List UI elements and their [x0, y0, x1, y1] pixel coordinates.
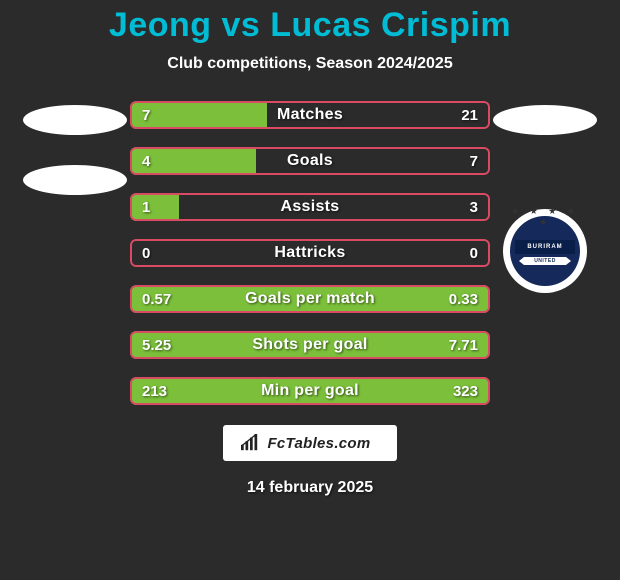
site-logo: FcTables.com: [223, 425, 396, 461]
stat-value-right: 7: [470, 153, 478, 170]
stat-row: 0.57 0.33 Goals per match: [130, 285, 490, 313]
site-logo-text: FcTables.com: [267, 435, 370, 452]
stat-value-left: 4: [142, 153, 150, 170]
left-badge-2: [23, 165, 127, 195]
club-name-top: BURIRAM: [515, 240, 575, 254]
stat-value-left: 5.25: [142, 337, 171, 354]
stats-bars: 7 21 Matches 4 7 Goals 1 3 Assists 0 0 Hattricks 0.5…: [130, 101, 490, 405]
stat-label: Min per goal: [261, 382, 359, 400]
stat-value-left: 0: [142, 245, 150, 262]
stat-value-right: 7.71: [449, 337, 478, 354]
right-player-badges: ★ ★ ★ ★ ★ BURIRAM UNITED: [490, 101, 600, 293]
stat-row: 213 323 Min per goal: [130, 377, 490, 405]
left-player-badges: [20, 101, 130, 195]
left-badge-1: [23, 105, 127, 135]
stat-row: 5.25 7.71 Shots per goal: [130, 331, 490, 359]
stat-value-left: 1: [142, 199, 150, 216]
stat-row: 1 3 Assists: [130, 193, 490, 221]
stat-value-right: 0.33: [449, 291, 478, 308]
page-subtitle: Club competitions, Season 2024/2025: [167, 55, 452, 73]
stat-fill-left: [130, 193, 179, 221]
stat-label: Goals: [287, 152, 333, 170]
stat-row: 4 7 Goals: [130, 147, 490, 175]
club-name-bottom: UNITED: [524, 257, 566, 265]
comparison-section: 7 21 Matches 4 7 Goals 1 3 Assists 0 0 Hattricks 0.5…: [0, 101, 620, 405]
generation-date: 14 february 2025: [247, 479, 373, 497]
stat-value-right: 0: [470, 245, 478, 262]
stat-value-right: 21: [461, 107, 478, 124]
stat-label: Goals per match: [245, 290, 375, 308]
chart-icon: [239, 434, 261, 452]
stat-label: Hattricks: [274, 244, 345, 262]
stat-value-left: 7: [142, 107, 150, 124]
root: Jeong vs Lucas Crispim Club competitions…: [0, 0, 620, 580]
stat-value-left: 0.57: [142, 291, 171, 308]
stat-row: 0 0 Hattricks: [130, 239, 490, 267]
page-title: Jeong vs Lucas Crispim: [109, 6, 511, 45]
stat-label: Shots per goal: [252, 336, 367, 354]
stat-fill-left: [130, 101, 267, 129]
right-badge-1: [493, 105, 597, 135]
club-stars: ★ ★ ★ ★ ★: [503, 206, 587, 228]
club-logo-inner: ★ ★ ★ ★ ★ BURIRAM UNITED: [510, 216, 580, 286]
stat-value-right: 323: [453, 383, 478, 400]
right-club-logo: ★ ★ ★ ★ ★ BURIRAM UNITED: [503, 209, 587, 293]
stat-row: 7 21 Matches: [130, 101, 490, 129]
stat-value-right: 3: [470, 199, 478, 216]
stat-label: Assists: [280, 198, 339, 216]
stat-label: Matches: [277, 106, 343, 124]
stat-value-left: 213: [142, 383, 167, 400]
